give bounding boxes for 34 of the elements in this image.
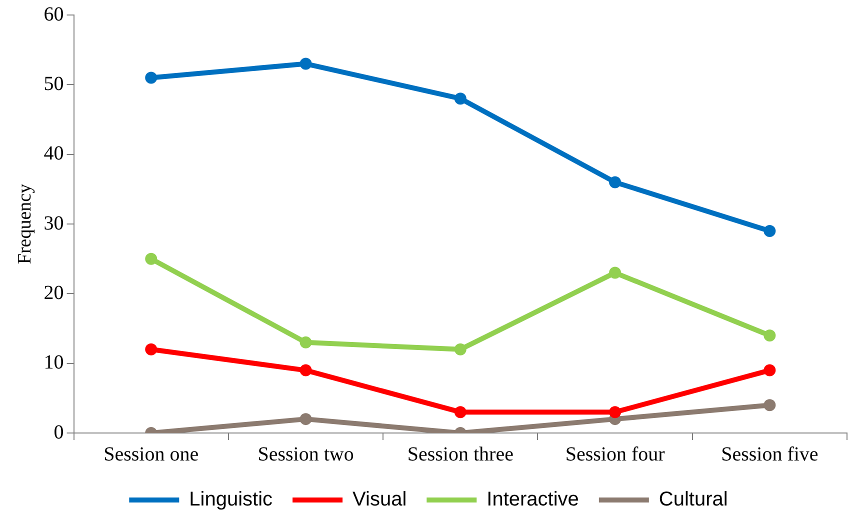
y-tick-label: 30	[44, 212, 64, 234]
point	[764, 224, 776, 237]
point	[300, 336, 312, 348]
y-tick-label: 50	[44, 72, 64, 95]
y-tick-label: 10	[44, 352, 64, 374]
y-axis-title: Frequency	[14, 183, 36, 264]
point	[145, 252, 158, 265]
y-tick-label: 60	[44, 3, 64, 26]
point	[609, 266, 622, 279]
point	[145, 343, 158, 356]
x-tick-label: Session two	[258, 443, 354, 466]
legend-label: Linguistic	[189, 488, 273, 511]
point	[764, 364, 776, 376]
x-tick-label: Session four	[565, 443, 666, 466]
point	[454, 92, 466, 105]
point	[764, 399, 776, 412]
point	[454, 343, 466, 356]
point	[609, 406, 622, 418]
legend-label: Interactive	[486, 488, 579, 511]
point	[300, 413, 312, 426]
x-tick-label: Session one	[104, 443, 199, 466]
legend-label: Cultural	[658, 488, 728, 511]
point	[609, 176, 622, 188]
point	[300, 58, 312, 70]
y-tick-label: 0	[54, 421, 64, 444]
point	[454, 406, 466, 418]
legend-label: Visual	[352, 488, 407, 511]
point	[300, 364, 312, 376]
y-tick-label: 20	[44, 282, 64, 304]
point	[764, 329, 776, 342]
point	[145, 72, 158, 84]
y-tick-label: 40	[44, 142, 64, 165]
x-tick-label: Session five	[721, 443, 818, 466]
x-tick-label: Session three	[407, 443, 514, 466]
